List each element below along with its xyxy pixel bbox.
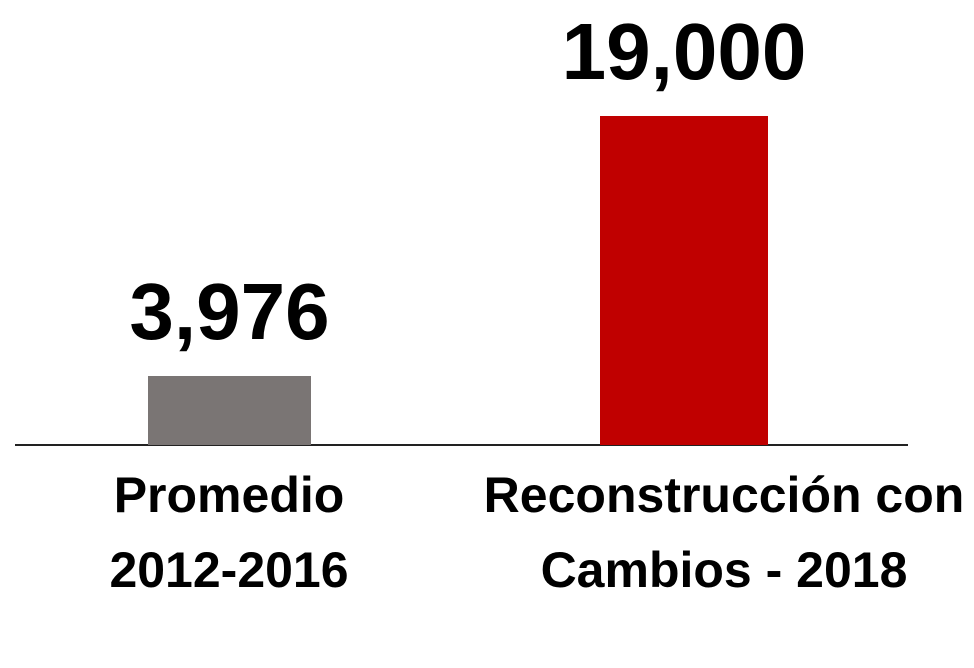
value-label: 3,976 — [129, 267, 330, 357]
category-label: Promedio 2012-2016 — [109, 467, 349, 598]
bar — [148, 376, 311, 445]
category-label: Reconstrucción con Cambios - 2018 — [483, 467, 965, 598]
value-label: 19,000 — [561, 7, 807, 96]
bar — [600, 116, 768, 445]
axis-line — [15, 444, 908, 446]
